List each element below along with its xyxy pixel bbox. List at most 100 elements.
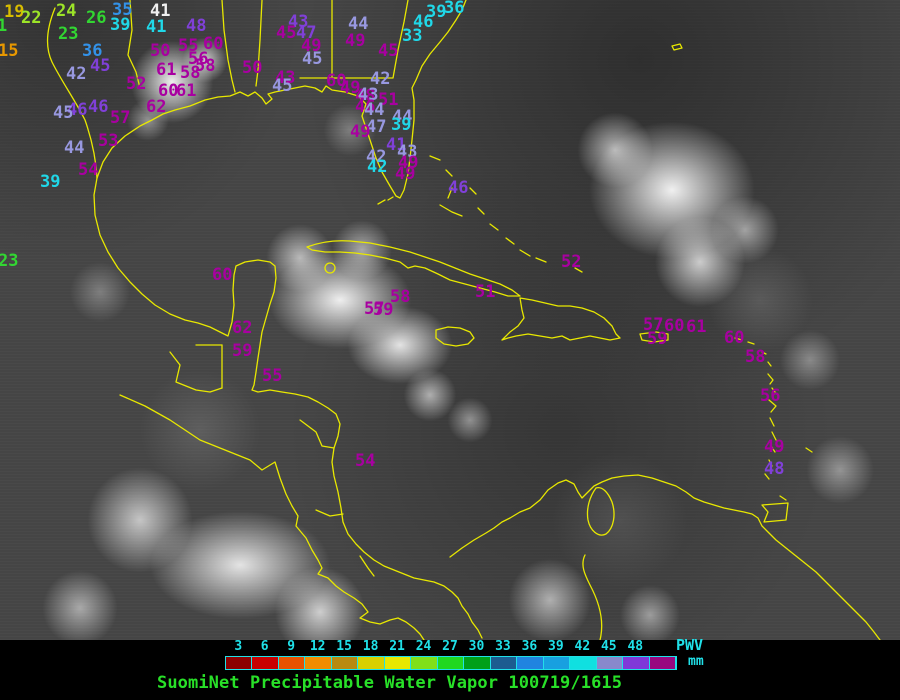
colorbar-segment [384,657,412,669]
station-value: 43 [288,12,309,32]
colorbar-segment [411,657,438,669]
station-value: 49 [345,31,366,51]
station-value: 43 [397,142,418,162]
station-value: 42 [370,69,391,89]
station-value: 51 [475,282,496,302]
legend: 3 6 9 12 15 18 21 24 27 30 33 36 39 42 45 48 PWV mm Suo… [0,638,900,700]
station-value: 59 [373,300,394,320]
coastline-puerto-rico [639,331,669,343]
station-value: 47 [366,117,387,137]
colorbar-tick: 6 [260,639,269,654]
colorbar-tick: 27 [442,639,458,654]
station-value: 39 [426,2,447,22]
station-value: 60 [212,265,233,285]
station-value: 36 [82,41,103,61]
station-value: 45 [53,103,74,123]
station-value: 46 [67,100,88,120]
station-value: 56 [188,49,209,69]
river-orinoco [582,554,603,640]
station-value: 15 [0,41,19,61]
station-value: 59 [232,341,253,361]
colorbar-tick: 45 [600,639,617,654]
station-value: 43 [275,68,296,88]
station-value: 60 [664,316,685,336]
border-mexico-guatemala [169,344,223,393]
colorbar [225,656,677,670]
station-value: 58 [180,63,201,83]
station-value: 53 [98,131,119,151]
coastline-south-america [449,474,881,640]
station-value: 24 [56,1,77,21]
station-value: 61 [686,317,707,337]
coastlines-overlay [46,0,881,640]
colorbar-segment [570,657,597,669]
colorbar-tick: 3 [234,639,243,654]
station-value: 42 [366,147,387,167]
colorbar-segment [278,657,306,669]
colorbar-tick: 39 [548,639,564,654]
station-value: 44 [348,14,369,34]
station-value: 46 [355,97,376,117]
colorbar-tick: 12 [309,639,326,654]
station-value: 50 [150,41,171,61]
border-us-mexico [46,7,98,179]
station-value: 57 [643,315,664,335]
colorbar-segment [305,657,332,669]
colorbar-segment [252,657,279,669]
station-value: 39 [110,15,131,35]
colorbar-segment [623,657,650,669]
station-value: 45 [90,56,111,76]
satellite-image [0,0,900,640]
station-value: 45 [378,41,399,61]
border-tx-la [127,0,141,89]
colorbar-tick: 9 [287,639,296,654]
caption: SuomiNet Precipitable Water Vapor 100719… [157,673,623,693]
station-value: 60 [326,71,347,91]
coastline-pacific-centam [119,394,425,640]
border-nicaragua-costarica [315,509,344,517]
station-value: 23 [58,24,79,44]
station-value: 58 [745,347,766,367]
station-value: 49 [301,36,322,56]
station-value: 49 [764,437,785,457]
station-value: 42 [66,64,87,84]
colorbar-tick: 36 [521,639,538,654]
station-value: 56 [760,386,781,406]
station-value: 49 [398,153,419,173]
coastline-mexico-centam [93,177,483,639]
station-value: 45 [276,23,297,43]
colorbar-tick-labels: 3 6 9 12 15 18 21 24 27 30 33 36 39 42 45 48 [225,640,675,654]
station-value: 54 [78,160,99,180]
station-value: 44 [364,100,385,120]
border-honduras-nicaragua [299,419,335,449]
border-fl-ga [299,0,409,79]
station-value: 62 [232,318,253,338]
station-value: 50 [242,58,263,78]
islands-bahamas [377,155,583,273]
island-isla-juventud [324,262,336,274]
coastline-hispaniola [501,297,621,341]
colorbar-segment [226,657,253,669]
station-value: 48 [186,16,207,36]
pwv-unit-sub: mm [688,654,704,669]
station-value: 62 [146,97,167,117]
station-value: 42 [367,157,388,177]
station-value: 41 [146,17,167,37]
colorbar-tick: 33 [495,639,511,654]
colorbar-segment [596,657,624,669]
station-value: 46 [88,97,109,117]
station-value: 48 [764,459,785,479]
colorbar-segment [358,657,385,669]
station-value: 47 [296,23,317,43]
colorbar-tick: 30 [468,639,485,654]
station-value: 60 [724,328,745,348]
colorbar-tick: 18 [362,639,379,654]
station-value: 49 [350,122,371,142]
islands-lesser-antilles [734,337,813,501]
station-value: 58 [390,287,411,307]
station-value: 57 [110,108,131,128]
station-value: 51 [378,90,399,110]
station-value: 45 [302,49,323,69]
border-ms-river [221,0,236,93]
